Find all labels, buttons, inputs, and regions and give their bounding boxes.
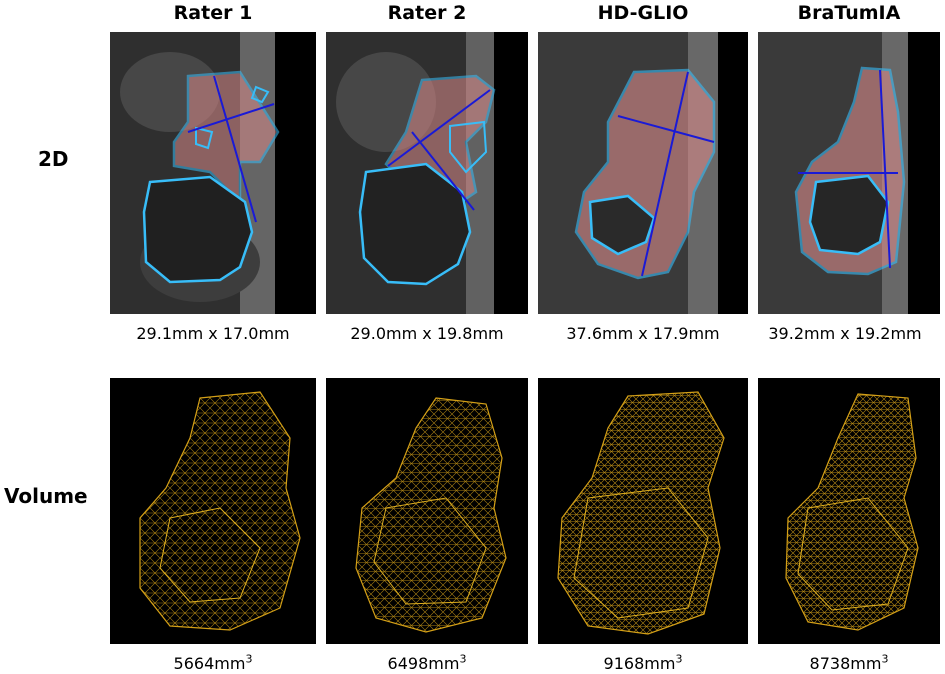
measurement-2d-bratumia: 39.2mm x 19.2mm: [768, 324, 922, 343]
volume-panel-rater-1: [110, 378, 316, 644]
volume-value-rater-2: 6498mm3: [387, 652, 467, 673]
volume-value-bratumia: 8738mm3: [809, 652, 889, 673]
volume-value-hd-glio: 9168mm3: [603, 652, 683, 673]
volume-panel-hd-glio: [538, 378, 748, 644]
volume-panel-rater-2: [326, 378, 528, 644]
measurement-2d-rater-2: 29.0mm x 19.8mm: [350, 324, 504, 343]
measurement-2d-rater-1: 29.1mm x 17.0mm: [136, 324, 290, 343]
measurement-2d-hd-glio: 37.6mm x 17.9mm: [566, 324, 720, 343]
slice-panel-bratumia: [758, 32, 940, 314]
column-title-hd-glio: HD-GLIO: [597, 2, 689, 24]
column-title-rater-2: Rater 2: [387, 2, 467, 24]
slice-panel-rater-2: [326, 32, 528, 314]
slice-panel-hd-glio: [538, 32, 748, 314]
volume-panel-bratumia: [758, 378, 940, 644]
row-label-2d: 2D: [38, 147, 69, 171]
volume-value-rater-1: 5664mm3: [173, 652, 253, 673]
column-title-rater-1: Rater 1: [173, 2, 253, 24]
row-label-volume: Volume: [4, 484, 88, 508]
column-title-bratumia: BraTumIA: [797, 2, 901, 24]
slice-panel-rater-1: [110, 32, 316, 314]
